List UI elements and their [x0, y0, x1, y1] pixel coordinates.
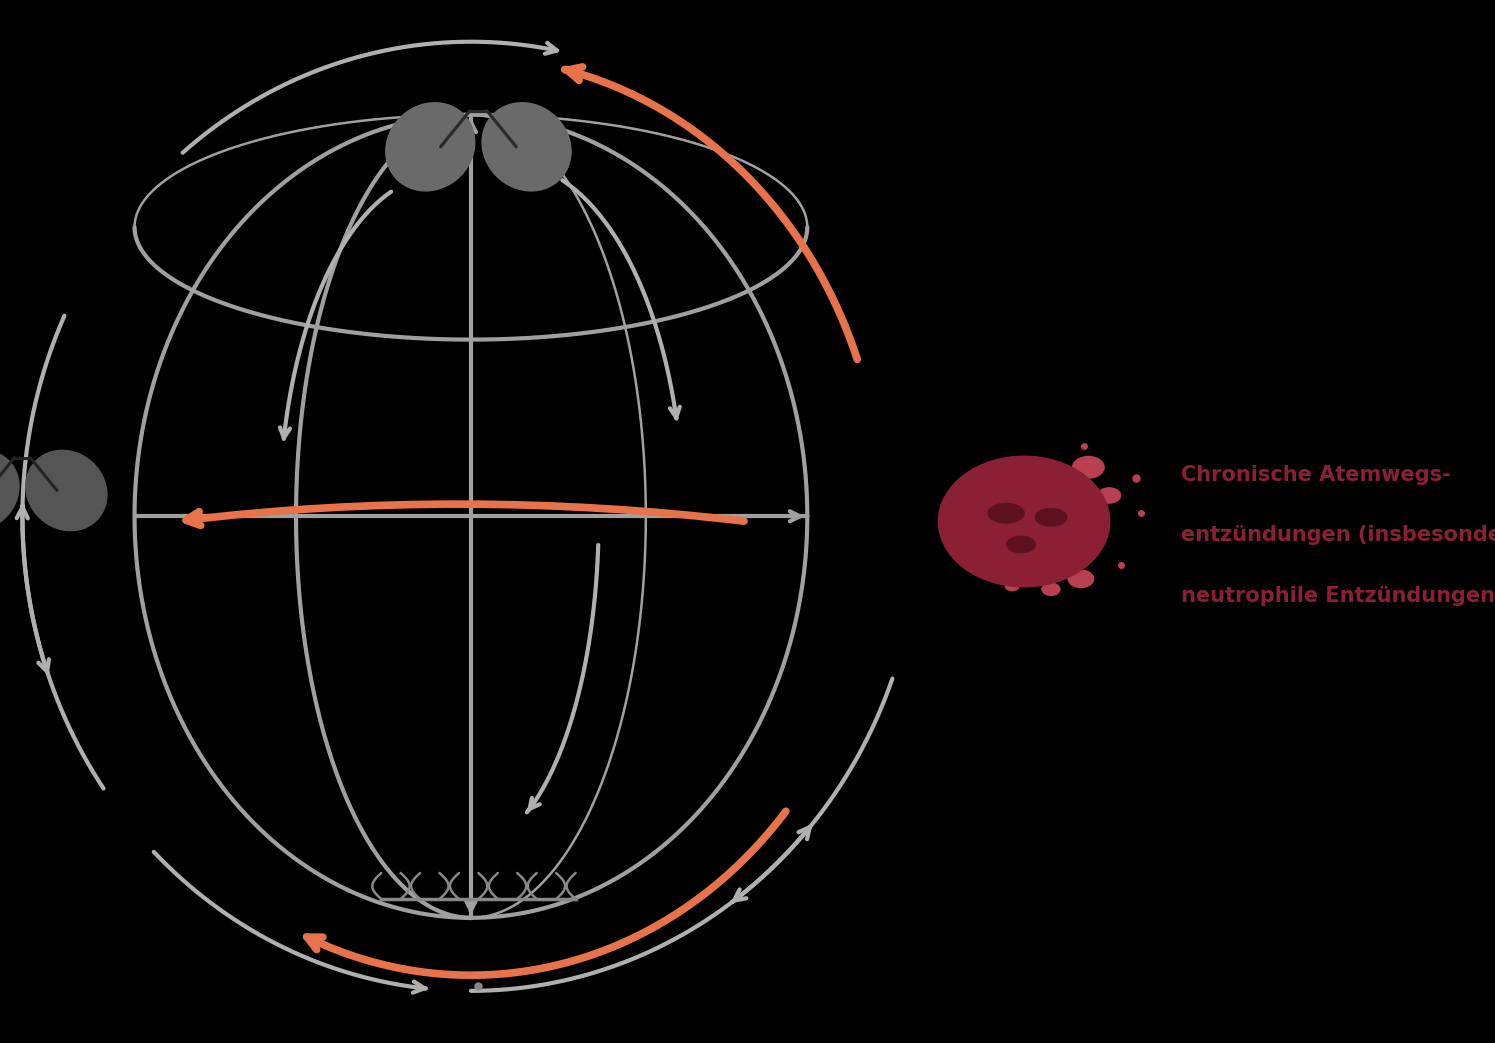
Ellipse shape [386, 102, 475, 192]
Ellipse shape [25, 450, 108, 531]
Ellipse shape [988, 503, 1026, 524]
Ellipse shape [481, 102, 571, 192]
Text: entzündungen (insbesondere: entzündungen (insbesondere [1181, 525, 1495, 545]
Ellipse shape [1097, 487, 1121, 504]
Ellipse shape [1042, 582, 1061, 597]
Text: neutrophile Entzündungen): neutrophile Entzündungen) [1181, 585, 1495, 606]
Ellipse shape [937, 456, 1111, 587]
Ellipse shape [1005, 581, 1020, 591]
Ellipse shape [0, 450, 19, 531]
Ellipse shape [1067, 569, 1094, 588]
Ellipse shape [1006, 536, 1036, 553]
Ellipse shape [1035, 508, 1067, 527]
Ellipse shape [1072, 456, 1105, 479]
Text: Chronische Atemwegs-: Chronische Atemwegs- [1181, 464, 1450, 485]
